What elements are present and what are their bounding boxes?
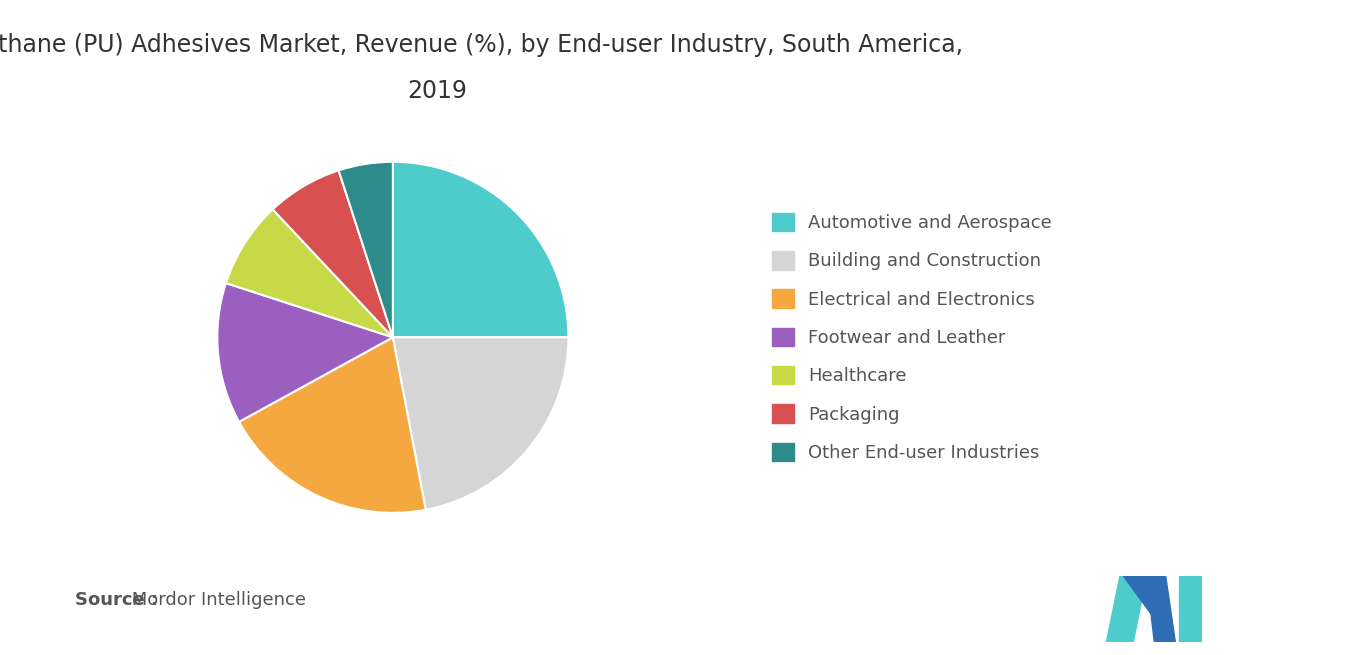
- Polygon shape: [1146, 576, 1175, 642]
- Text: Polyurethane (PU) Adhesives Market, Revenue (%), by End-user Industry, South Ame: Polyurethane (PU) Adhesives Market, Reve…: [0, 33, 963, 57]
- Text: Mordor Intelligence: Mordor Intelligence: [126, 591, 306, 609]
- Wedge shape: [393, 162, 568, 337]
- Wedge shape: [339, 162, 393, 337]
- Wedge shape: [225, 210, 393, 337]
- Legend: Automotive and Aerospace, Building and Construction, Electrical and Electronics,: Automotive and Aerospace, Building and C…: [772, 213, 1052, 462]
- Polygon shape: [1106, 576, 1146, 642]
- Text: Source :: Source :: [75, 591, 158, 609]
- Polygon shape: [1179, 576, 1202, 642]
- Wedge shape: [273, 170, 393, 337]
- Polygon shape: [1124, 576, 1153, 616]
- Wedge shape: [393, 337, 568, 510]
- Polygon shape: [1146, 576, 1160, 616]
- Wedge shape: [217, 283, 393, 422]
- Wedge shape: [239, 337, 426, 513]
- Text: 2019: 2019: [407, 79, 467, 103]
